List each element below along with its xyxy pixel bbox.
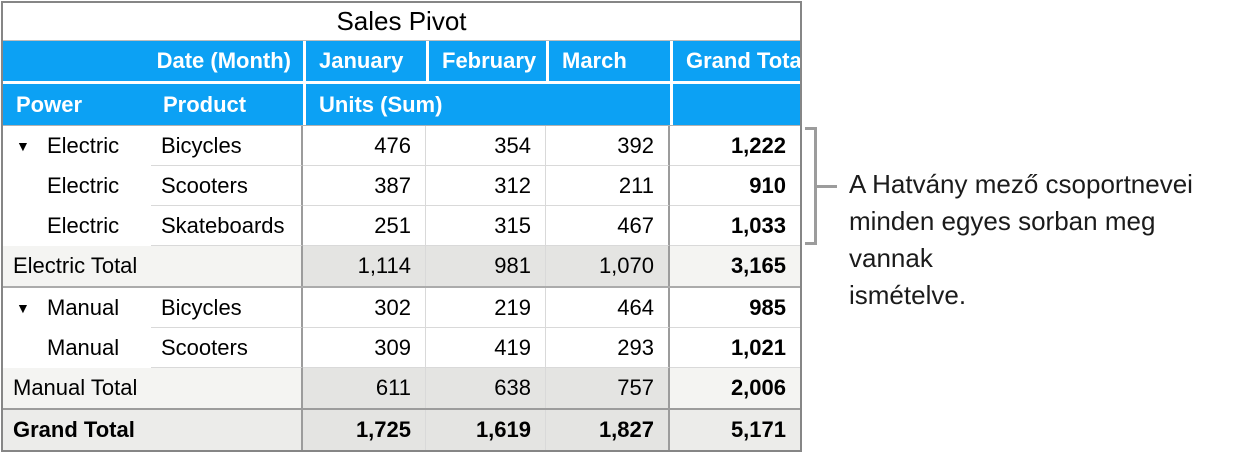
units-sum-header[interactable]: Units (Sum) — [303, 81, 670, 125]
product-field-label[interactable]: Product — [163, 91, 247, 117]
header-grand-total[interactable]: Grand Total — [670, 41, 800, 81]
header-march[interactable]: March — [546, 41, 670, 81]
annotation-line: A Hatvány mező csoportnevei — [849, 169, 1193, 199]
subtotal-row: Electric Total 1,114 981 1,070 3,165 — [3, 246, 800, 286]
table-row: ▼ Manual Bicycles 302 219 464 985 — [3, 286, 800, 328]
product-cell[interactable]: Skateboards — [151, 206, 303, 246]
header-january[interactable]: January — [303, 41, 426, 81]
subtotal-value-cell[interactable]: 1,114 — [303, 246, 426, 286]
annotation-line: ismételve. — [849, 280, 967, 310]
subtotal-value-cell[interactable]: 1,070 — [546, 246, 670, 286]
disclosure-triangle-icon[interactable]: ▼ — [16, 138, 30, 154]
value-cell[interactable]: 387 — [303, 166, 426, 206]
power-label: Manual — [47, 295, 120, 320]
subtotal-value-cell[interactable]: 638 — [426, 368, 546, 408]
grand-total-label-cell[interactable]: Grand Total — [3, 410, 303, 450]
value-cell[interactable]: 354 — [426, 126, 546, 166]
power-cell[interactable]: ▼ Manual — [3, 288, 151, 328]
table-row: Electric Skateboards 251 315 467 1,033 — [3, 206, 800, 246]
row-total-cell[interactable]: 985 — [670, 288, 800, 328]
power-label: Manual — [47, 335, 120, 360]
table-title[interactable]: Sales Pivot — [3, 3, 800, 41]
value-cell[interactable]: 312 — [426, 166, 546, 206]
row-total-cell[interactable]: 1,033 — [670, 206, 800, 246]
value-cell[interactable]: 464 — [546, 288, 670, 328]
power-field-label[interactable]: Power — [16, 91, 83, 117]
subtotal-value-cell[interactable]: 611 — [303, 368, 426, 408]
subtotal-total-cell[interactable]: 2,006 — [670, 368, 800, 408]
subtotal-label-cell[interactable]: Manual Total — [3, 368, 303, 408]
table-row: ▼ Electric Bicycles 476 354 392 1,222 — [3, 126, 800, 166]
pivot-table: Sales Pivot Date (Month) January Februar… — [1, 1, 802, 452]
callout-tick-line — [817, 185, 837, 188]
power-label: Electric — [47, 173, 120, 198]
grand-total-value-cell[interactable]: 1,619 — [426, 410, 546, 450]
field-header-row: Power Product Units (Sum) — [3, 81, 800, 126]
value-cell[interactable]: 219 — [426, 288, 546, 328]
table-row: Electric Scooters 387 312 211 910 — [3, 166, 800, 206]
date-month-header[interactable]: Date (Month) — [3, 41, 303, 81]
product-cell[interactable]: Scooters — [151, 328, 303, 368]
grand-total-value-cell[interactable]: 1,725 — [303, 410, 426, 450]
empty-header-cell[interactable] — [670, 81, 800, 125]
subtotal-value-cell[interactable]: 981 — [426, 246, 546, 286]
value-cell[interactable]: 392 — [546, 126, 670, 166]
value-cell[interactable]: 309 — [303, 328, 426, 368]
power-label: Electric — [47, 133, 120, 158]
value-cell[interactable]: 476 — [303, 126, 426, 166]
power-cell[interactable]: Electric — [3, 166, 151, 206]
value-cell[interactable]: 419 — [426, 328, 546, 368]
value-cell[interactable]: 315 — [426, 206, 546, 246]
value-cell[interactable]: 251 — [303, 206, 426, 246]
subtotal-value-cell[interactable]: 757 — [546, 368, 670, 408]
annotation-text: A Hatvány mező csoportnevei minden egyes… — [849, 166, 1242, 314]
product-cell[interactable]: Scooters — [151, 166, 303, 206]
subtotal-label-cell[interactable]: Electric Total — [3, 246, 303, 286]
power-product-header[interactable]: Power Product — [3, 81, 303, 125]
power-cell[interactable]: Electric — [3, 206, 151, 246]
row-total-cell[interactable]: 1,222 — [670, 126, 800, 166]
disclosure-triangle-icon[interactable]: ▼ — [16, 300, 30, 316]
grand-total-total-cell[interactable]: 5,171 — [670, 410, 800, 450]
row-total-cell[interactable]: 910 — [670, 166, 800, 206]
subtotal-row: Manual Total 611 638 757 2,006 — [3, 368, 800, 408]
power-cell[interactable]: ▼ Electric — [3, 126, 151, 166]
product-cell[interactable]: Bicycles — [151, 288, 303, 328]
product-cell[interactable]: Bicycles — [151, 126, 303, 166]
value-cell[interactable]: 293 — [546, 328, 670, 368]
value-cell[interactable]: 211 — [546, 166, 670, 206]
value-cell[interactable]: 467 — [546, 206, 670, 246]
table-row: Manual Scooters 309 419 293 1,021 — [3, 328, 800, 368]
power-cell[interactable]: Manual — [3, 328, 151, 368]
header-february[interactable]: February — [426, 41, 546, 81]
callout-bracket — [805, 127, 817, 245]
power-label: Electric — [47, 213, 120, 238]
grand-total-row: Grand Total 1,725 1,619 1,827 5,171 — [3, 408, 800, 450]
annotation-line: minden egyes sorban meg vannak — [849, 206, 1156, 273]
row-total-cell[interactable]: 1,021 — [670, 328, 800, 368]
column-header-row: Date (Month) January February March Gran… — [3, 41, 800, 81]
value-cell[interactable]: 302 — [303, 288, 426, 328]
subtotal-total-cell[interactable]: 3,165 — [670, 246, 800, 286]
grand-total-value-cell[interactable]: 1,827 — [546, 410, 670, 450]
